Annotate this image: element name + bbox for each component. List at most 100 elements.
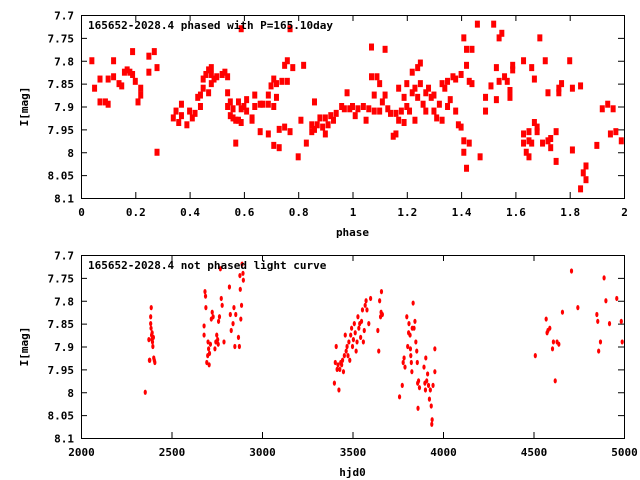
data-point bbox=[349, 332, 353, 338]
data-point bbox=[340, 362, 344, 368]
data-point bbox=[153, 359, 157, 366]
data-point bbox=[408, 346, 413, 352]
data-point bbox=[405, 314, 409, 320]
data-point bbox=[178, 112, 184, 120]
data-point bbox=[230, 105, 236, 113]
data-point bbox=[551, 339, 556, 345]
data-point bbox=[557, 341, 561, 347]
data-point bbox=[410, 369, 414, 375]
y-tick-label: 8.05 bbox=[48, 170, 75, 183]
data-point bbox=[216, 318, 221, 324]
data-point bbox=[301, 61, 307, 69]
data-point bbox=[436, 100, 442, 108]
data-point bbox=[135, 98, 141, 106]
data-point bbox=[322, 114, 328, 122]
data-point bbox=[393, 130, 399, 138]
data-point bbox=[445, 103, 451, 110]
data-point bbox=[542, 57, 548, 65]
data-point bbox=[287, 128, 293, 136]
data-point bbox=[450, 73, 456, 81]
data-point bbox=[510, 61, 516, 69]
data-point bbox=[203, 70, 209, 78]
data-point bbox=[356, 314, 360, 320]
data-point bbox=[510, 66, 516, 74]
x-tick-label: 2000 bbox=[68, 446, 95, 459]
data-point bbox=[170, 114, 176, 122]
data-point bbox=[431, 91, 437, 99]
data-point bbox=[491, 20, 497, 28]
data-point bbox=[544, 316, 548, 322]
data-point bbox=[343, 332, 347, 338]
data-point bbox=[344, 89, 350, 97]
data-point bbox=[346, 353, 350, 359]
data-point bbox=[202, 332, 206, 338]
data-point bbox=[420, 100, 426, 108]
data-point bbox=[365, 307, 369, 313]
data-point bbox=[353, 330, 357, 336]
data-point bbox=[553, 378, 557, 384]
data-point bbox=[382, 45, 388, 53]
data-point bbox=[192, 109, 198, 117]
data-point bbox=[594, 141, 600, 149]
x-tick-label: 0.4 bbox=[180, 206, 200, 219]
data-point bbox=[111, 57, 117, 65]
data-point bbox=[150, 330, 154, 336]
data-point bbox=[397, 394, 402, 400]
data-point bbox=[404, 103, 410, 110]
data-point bbox=[279, 77, 285, 85]
y-tick-label: 8.1 bbox=[54, 193, 74, 206]
data-point bbox=[208, 80, 214, 88]
data-point bbox=[548, 144, 554, 152]
y-tick-label: 8 bbox=[67, 387, 74, 400]
data-point bbox=[569, 268, 574, 274]
data-point bbox=[417, 59, 423, 67]
data-point bbox=[548, 325, 552, 331]
data-point bbox=[218, 266, 222, 272]
data-point bbox=[496, 77, 502, 85]
x-tick-label: 3000 bbox=[249, 446, 276, 459]
data-point bbox=[231, 321, 235, 327]
data-point bbox=[148, 357, 152, 363]
data-point bbox=[400, 382, 404, 388]
data-points bbox=[143, 261, 624, 427]
data-point bbox=[426, 84, 432, 92]
data-point bbox=[130, 70, 136, 78]
data-point bbox=[458, 123, 464, 131]
data-point bbox=[540, 139, 546, 147]
data-point bbox=[521, 57, 527, 65]
data-point bbox=[416, 378, 421, 384]
y-axis-label: I[mag] bbox=[18, 327, 31, 367]
y-axis-label: I[mag] bbox=[18, 87, 31, 127]
data-point bbox=[355, 339, 359, 345]
data-point bbox=[461, 148, 467, 156]
data-point bbox=[216, 337, 220, 343]
data-point bbox=[345, 343, 349, 350]
unphased-plot: 7.7 7.75 7.8 7.85 7.9 7.95 8 8.05 8.1 2000 2500 30… bbox=[18, 250, 638, 480]
data-point bbox=[276, 125, 282, 133]
y-tick-label: 8.1 bbox=[54, 433, 74, 446]
data-point bbox=[401, 359, 405, 366]
y-tick-label: 7.7 bbox=[54, 10, 74, 23]
data-point bbox=[461, 34, 467, 42]
data-point bbox=[124, 66, 130, 74]
data-point bbox=[228, 311, 232, 318]
plot-title: 165652-2028.4 not phased light curve bbox=[88, 259, 327, 272]
data-point bbox=[569, 146, 575, 154]
data-point bbox=[149, 305, 153, 311]
data-point bbox=[580, 169, 586, 177]
y-tick-label: 7.75 bbox=[48, 272, 75, 285]
data-point bbox=[545, 137, 551, 145]
data-point bbox=[205, 359, 209, 366]
data-point bbox=[210, 309, 214, 315]
data-point bbox=[613, 128, 619, 136]
data-point bbox=[426, 371, 430, 377]
data-point bbox=[363, 302, 367, 308]
data-point bbox=[526, 128, 532, 136]
data-point bbox=[236, 334, 241, 340]
data-point bbox=[396, 116, 402, 124]
data-point bbox=[553, 128, 559, 136]
data-point bbox=[560, 309, 565, 315]
data-point bbox=[556, 84, 562, 92]
data-point bbox=[311, 98, 317, 106]
